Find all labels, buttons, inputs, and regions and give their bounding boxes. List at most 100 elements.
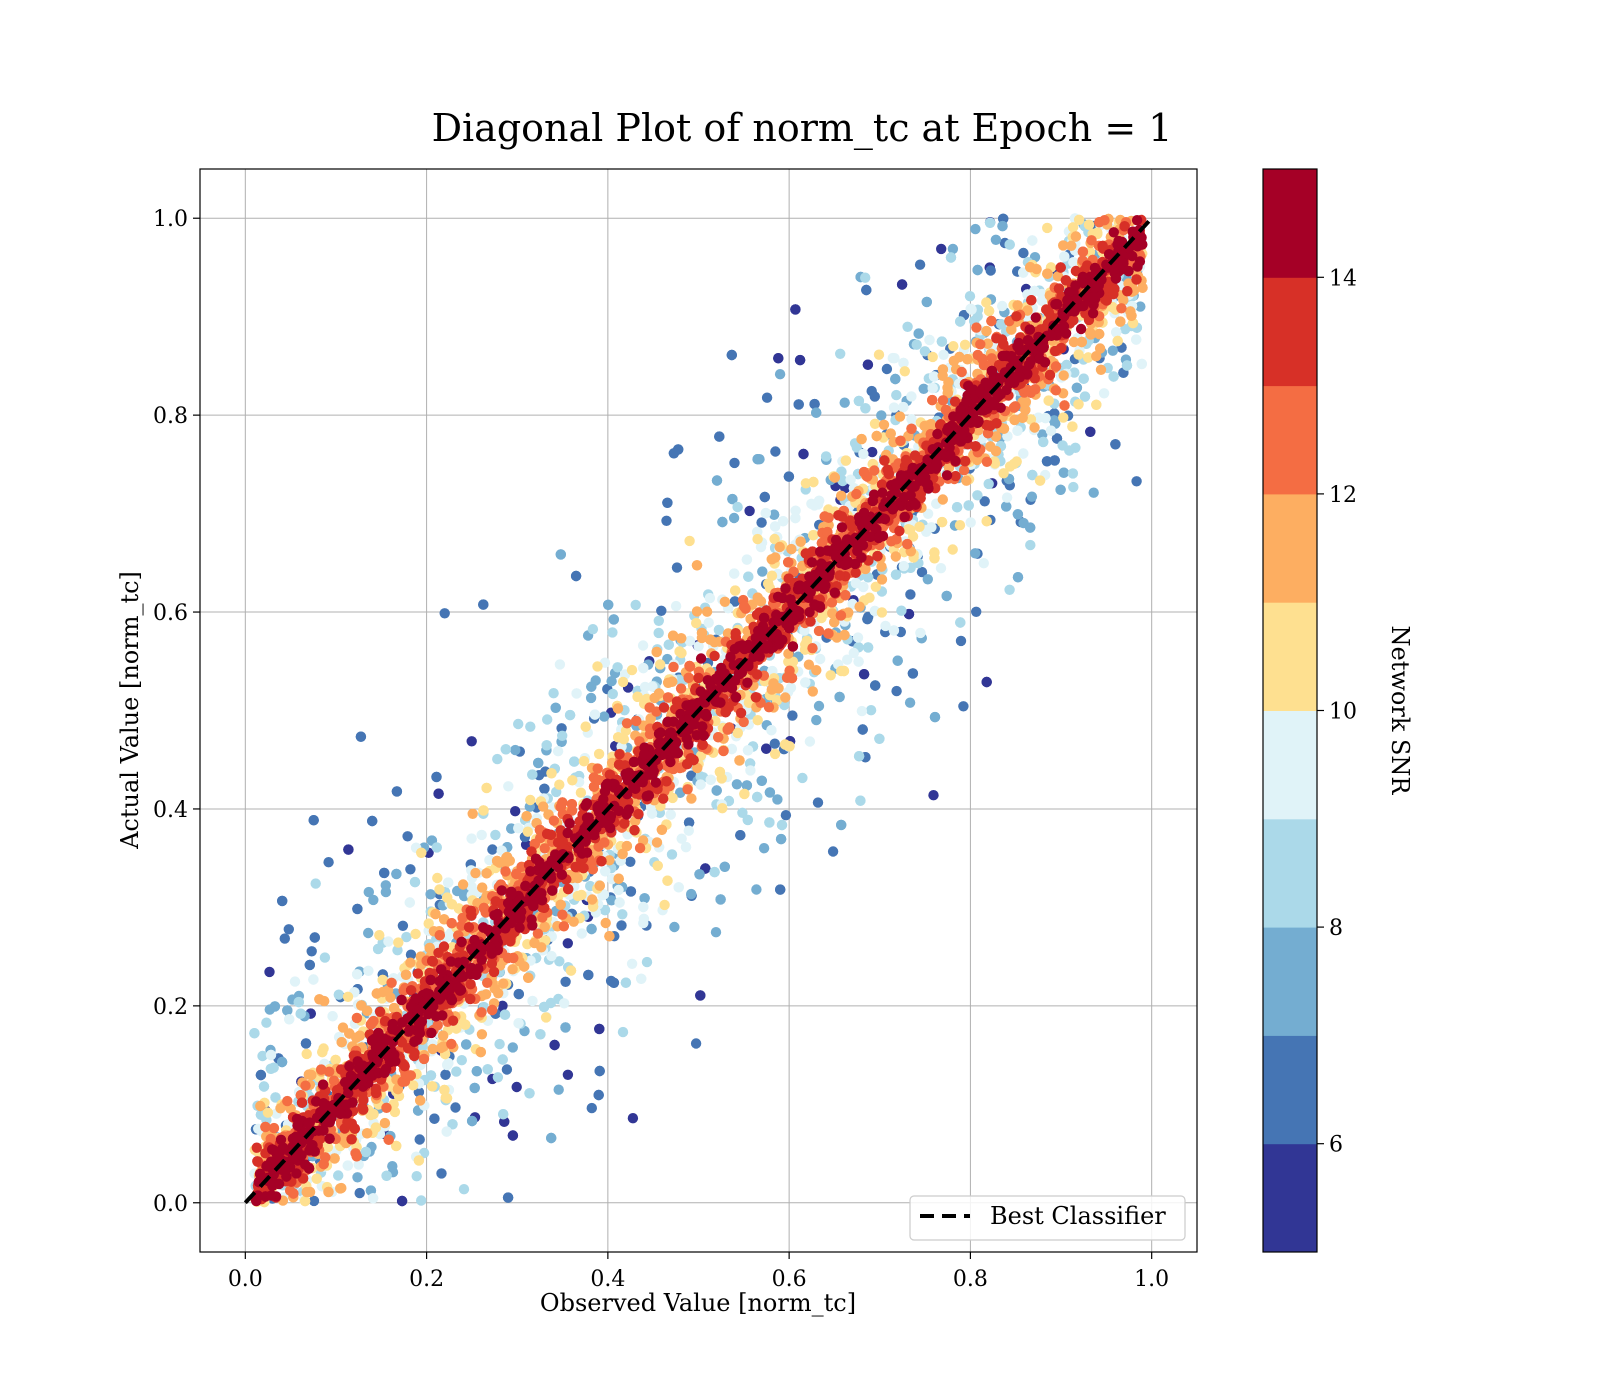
scatter-point: [614, 897, 625, 908]
scatter-point: [898, 401, 909, 413]
scatter-point: [416, 1195, 427, 1206]
scatter-point: [651, 646, 662, 658]
scatter-point: [906, 414, 917, 425]
scatter-point: [815, 653, 826, 665]
scatter-point: [571, 688, 582, 699]
scatter-point: [466, 833, 477, 844]
scatter-point: [306, 1069, 317, 1081]
scatter-point: [768, 509, 780, 520]
scatter-point: [928, 790, 939, 801]
scatter-point: [641, 956, 653, 968]
scatter-point: [1136, 358, 1148, 370]
scatter-point: [363, 965, 374, 976]
scatter-point: [958, 701, 969, 712]
scatter-point: [637, 640, 649, 651]
scatter-point: [741, 780, 753, 791]
scatter-point: [972, 264, 983, 276]
scatter-point: [1067, 468, 1079, 479]
scatter-point: [647, 681, 658, 692]
scatter-point: [998, 468, 1009, 479]
scatter-point: [527, 995, 538, 1007]
scatter-point: [919, 346, 931, 357]
scatter-point: [1107, 345, 1119, 356]
scatter-point: [284, 1014, 295, 1025]
scatter-point: [617, 676, 629, 688]
scatter-point: [434, 884, 445, 895]
scatter-point: [456, 1055, 467, 1066]
scatter-point: [1115, 316, 1126, 327]
scatter-point: [1027, 469, 1038, 481]
scatter-point: [519, 961, 530, 972]
scatter-point: [418, 1053, 430, 1065]
scatter-point: [587, 894, 598, 905]
scatter-point: [441, 1093, 453, 1104]
scatter-point: [638, 901, 649, 913]
scatter-point: [538, 1001, 550, 1013]
scatter-point: [542, 714, 553, 725]
scatter-point: [481, 868, 492, 879]
scatter-point: [1135, 301, 1146, 312]
scatter-point: [1067, 421, 1078, 432]
scatter-point: [938, 349, 949, 360]
scatter-point: [466, 736, 477, 747]
scatter-point: [585, 692, 597, 704]
scatter-point: [361, 1128, 373, 1139]
scatter-point: [580, 721, 591, 732]
scatter-point: [913, 328, 924, 339]
scatter-point: [812, 797, 824, 808]
scatter-point: [798, 448, 809, 460]
scatter-point: [797, 772, 808, 784]
scatter-point: [475, 1046, 486, 1058]
scatter-point: [1038, 436, 1049, 448]
scatter-point: [555, 549, 566, 560]
scatter-point: [756, 517, 767, 528]
scatter-point: [651, 837, 663, 848]
scatter-point: [490, 829, 501, 841]
scatter-point: [858, 669, 870, 680]
scatter-point: [524, 1088, 535, 1099]
scatter-point: [433, 788, 444, 799]
scatter-point: [683, 817, 695, 828]
scatter-point: [979, 496, 990, 507]
scatter-point: [308, 815, 319, 826]
scatter-point: [783, 656, 794, 667]
scatter-point: [669, 921, 680, 933]
scatter-point: [927, 382, 938, 394]
scatter-point: [415, 1095, 426, 1106]
scatter-point: [997, 300, 1008, 312]
scatter-point: [554, 956, 565, 967]
scatter-point: [760, 507, 771, 519]
scatter-point: [680, 841, 692, 853]
scatter-point: [311, 1173, 322, 1184]
scatter-point: [592, 661, 603, 672]
scatter-point: [860, 272, 871, 283]
scatter-point: [513, 1018, 524, 1029]
scatter-point: [418, 1147, 430, 1159]
scatter-point: [892, 655, 903, 666]
scatter-point: [300, 1080, 311, 1091]
scatter-point: [626, 664, 638, 676]
scatter-point: [525, 794, 536, 806]
scatter-point: [971, 606, 982, 617]
scatter-point: [684, 535, 695, 547]
scatter-point: [323, 1186, 334, 1198]
scatter-point: [1069, 367, 1080, 378]
scatter-point: [457, 879, 469, 890]
scatter-point: [432, 872, 443, 884]
scatter-point: [896, 605, 907, 616]
scatter-point: [1078, 373, 1089, 384]
scatter-point: [638, 662, 649, 674]
scatter-point: [583, 969, 594, 981]
scatter-point: [478, 599, 489, 610]
scatter-point: [928, 371, 940, 382]
scatter-point: [855, 795, 866, 806]
scatter-point: [714, 766, 726, 778]
scatter-point: [299, 1195, 311, 1207]
scatter-point: [711, 475, 723, 486]
scatter-point: [730, 585, 741, 596]
scatter-point: [546, 950, 557, 962]
scatter-point: [1009, 414, 1020, 426]
scatter-point: [790, 304, 801, 315]
scatter-point: [729, 596, 741, 607]
